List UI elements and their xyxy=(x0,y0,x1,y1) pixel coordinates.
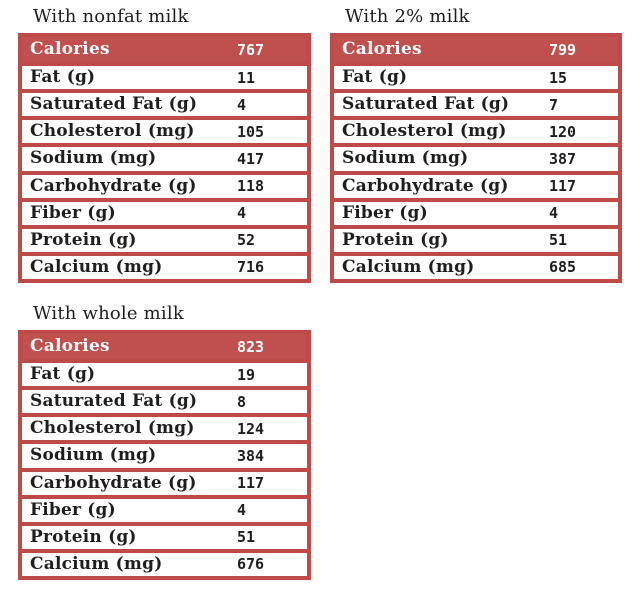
row-value: 105 xyxy=(237,122,265,141)
row-label: Calories xyxy=(342,39,422,59)
row-value: 117 xyxy=(549,177,577,196)
row-calories: Calories 799 xyxy=(334,37,618,62)
row-value: 4 xyxy=(237,501,247,520)
row-value: 387 xyxy=(549,149,577,168)
row-fat: Fat (g) 11 xyxy=(22,66,307,90)
row-value: 384 xyxy=(237,446,265,465)
row-label: Cholesterol (mg) xyxy=(342,121,507,142)
row-sodium: Sodium (mg) 387 xyxy=(334,147,618,171)
row-value: 52 xyxy=(237,231,256,250)
row-label: Saturated Fat (g) xyxy=(30,94,198,115)
row-label: Fiber (g) xyxy=(342,202,428,223)
row-value: 799 xyxy=(549,40,577,59)
row-protein: Protein (g) 52 xyxy=(22,228,307,252)
row-label: Saturated Fat (g) xyxy=(30,391,198,412)
row-label: Carbohydrate (g) xyxy=(30,175,197,196)
row-label: Protein (g) xyxy=(342,229,449,250)
row-saturated-fat: Saturated Fat (g) 8 xyxy=(22,390,307,414)
row-value: 4 xyxy=(549,204,559,223)
row-calcium: Calcium (mg) 716 xyxy=(22,255,307,279)
two-percent-milk-section: With 2% milk Calories 799 Fat (g) 15 Sat… xyxy=(330,4,622,283)
row-value: 767 xyxy=(237,40,265,59)
row-value: 716 xyxy=(237,258,265,277)
row-label: Fat (g) xyxy=(30,67,96,88)
row-label: Fat (g) xyxy=(30,364,96,385)
row-cholesterol: Cholesterol (mg) 105 xyxy=(22,120,307,144)
row-sodium: Sodium (mg) 384 xyxy=(22,444,307,468)
row-value: 417 xyxy=(237,149,265,168)
row-value: 15 xyxy=(549,68,568,87)
row-label: Sodium (mg) xyxy=(30,445,157,466)
row-value: 11 xyxy=(237,68,256,87)
row-value: 4 xyxy=(237,204,247,223)
row-value: 124 xyxy=(237,419,265,438)
table-title: With nonfat milk xyxy=(33,6,189,27)
row-fiber: Fiber (g) 4 xyxy=(22,201,307,225)
whole-milk-section: With whole milk Calories 823 Fat (g) 19 … xyxy=(18,301,311,580)
row-saturated-fat: Saturated Fat (g) 4 xyxy=(22,93,307,117)
row-cholesterol: Cholesterol (mg) 120 xyxy=(334,120,618,144)
row-calcium: Calcium (mg) 685 xyxy=(334,255,618,279)
row-fat: Fat (g) 19 xyxy=(22,363,307,387)
row-label: Cholesterol (mg) xyxy=(30,418,195,439)
row-label: Carbohydrate (g) xyxy=(30,472,197,493)
row-value: 8 xyxy=(237,392,247,411)
row-value: 51 xyxy=(549,231,568,250)
row-protein: Protein (g) 51 xyxy=(334,228,618,252)
row-value: 823 xyxy=(237,337,265,356)
row-saturated-fat: Saturated Fat (g) 7 xyxy=(334,93,618,117)
row-carbohydrate: Carbohydrate (g) 118 xyxy=(22,174,307,198)
row-label: Saturated Fat (g) xyxy=(342,94,510,115)
row-fiber: Fiber (g) 4 xyxy=(22,498,307,522)
row-label: Carbohydrate (g) xyxy=(342,175,509,196)
row-label: Calories xyxy=(30,336,110,356)
row-label: Calcium (mg) xyxy=(342,256,475,277)
row-label: Cholesterol (mg) xyxy=(30,121,195,142)
row-label: Calories xyxy=(30,39,110,59)
row-cholesterol: Cholesterol (mg) 124 xyxy=(22,417,307,441)
nonfat-milk-section: With nonfat milk Calories 767 Fat (g) 11… xyxy=(18,4,311,283)
row-value: 4 xyxy=(237,95,247,114)
row-label: Calcium (mg) xyxy=(30,256,163,277)
nutrition-table: Calories 823 Fat (g) 19 Saturated Fat (g… xyxy=(18,330,311,580)
row-fat: Fat (g) 15 xyxy=(334,66,618,90)
row-label: Fiber (g) xyxy=(30,499,116,520)
row-label: Fat (g) xyxy=(342,67,408,88)
row-calories: Calories 823 xyxy=(22,334,307,359)
row-value: 117 xyxy=(237,474,265,493)
row-calories: Calories 767 xyxy=(22,37,307,62)
table-title: With 2% milk xyxy=(345,6,470,27)
row-value: 120 xyxy=(549,122,577,141)
nutrition-table: Calories 767 Fat (g) 11 Saturated Fat (g… xyxy=(18,33,311,283)
row-label: Calcium (mg) xyxy=(30,553,163,574)
row-protein: Protein (g) 51 xyxy=(22,525,307,549)
row-label: Protein (g) xyxy=(30,526,137,547)
row-calcium: Calcium (mg) 676 xyxy=(22,552,307,576)
row-value: 676 xyxy=(237,555,265,574)
row-label: Protein (g) xyxy=(30,229,137,250)
nutrition-table: Calories 799 Fat (g) 15 Saturated Fat (g… xyxy=(330,33,622,283)
row-value: 685 xyxy=(549,258,577,277)
row-value: 7 xyxy=(549,95,559,114)
table-title: With whole milk xyxy=(33,303,184,324)
row-carbohydrate: Carbohydrate (g) 117 xyxy=(22,471,307,495)
row-label: Sodium (mg) xyxy=(30,148,157,169)
row-fiber: Fiber (g) 4 xyxy=(334,201,618,225)
row-value: 118 xyxy=(237,177,265,196)
row-label: Fiber (g) xyxy=(30,202,116,223)
row-label: Sodium (mg) xyxy=(342,148,469,169)
row-value: 51 xyxy=(237,528,256,547)
row-carbohydrate: Carbohydrate (g) 117 xyxy=(334,174,618,198)
row-sodium: Sodium (mg) 417 xyxy=(22,147,307,171)
row-value: 19 xyxy=(237,365,256,384)
